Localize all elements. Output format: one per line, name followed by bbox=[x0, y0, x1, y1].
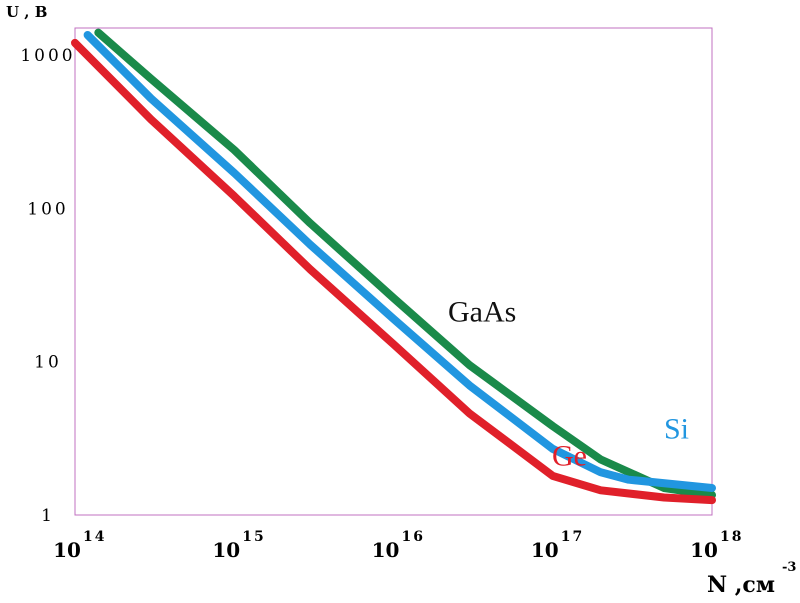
series-line-gaas bbox=[94, 28, 716, 499]
x-axis-title-text: N ,см bbox=[707, 572, 775, 598]
series-labels: GaAs Si Ge bbox=[448, 295, 689, 472]
series-label-ge: Ge bbox=[552, 440, 587, 473]
y-tick-label: 1 bbox=[41, 506, 55, 526]
plot-frame bbox=[74, 27, 713, 516]
x-tick-base: 10 bbox=[690, 538, 718, 562]
x-tick-exponent: 14 bbox=[83, 529, 106, 545]
y-axis-title: U , B bbox=[6, 3, 47, 21]
x-tick-exponent: 15 bbox=[242, 529, 265, 545]
x-tick-exponent: 16 bbox=[402, 529, 425, 545]
y-tick-label: 1000 bbox=[20, 46, 75, 66]
series-line-ge bbox=[71, 38, 716, 505]
series-label-si: Si bbox=[664, 413, 689, 446]
x-axis-title-exponent: -3 bbox=[782, 560, 796, 575]
x-tick-base: 10 bbox=[372, 538, 400, 562]
y-axis-ticks: 1000 100 10 1 bbox=[20, 46, 75, 526]
series-line-si bbox=[83, 31, 716, 492]
x-tick-base: 10 bbox=[531, 538, 559, 562]
x-tick-base: 10 bbox=[212, 538, 240, 562]
x-tick-exponent: 18 bbox=[720, 529, 743, 545]
x-tick-exponent: 17 bbox=[561, 529, 584, 545]
y-tick-label: 100 bbox=[27, 199, 68, 219]
series-label-gaas: GaAs bbox=[448, 295, 516, 328]
x-tick-base: 10 bbox=[53, 538, 81, 562]
series-curves bbox=[71, 28, 716, 505]
x-axis-title: N ,см -3 bbox=[707, 560, 796, 598]
y-tick-label: 10 bbox=[34, 353, 62, 373]
